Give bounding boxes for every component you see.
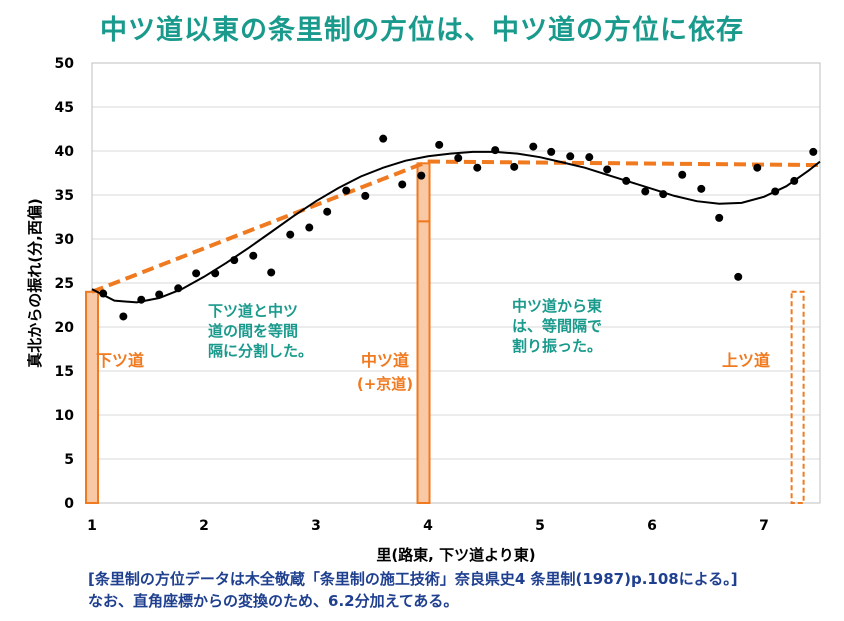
left-annotation-line: 下ツ道と中ツ [208,302,298,320]
data-point [417,171,426,180]
data-point [249,251,258,260]
data-point [119,312,128,321]
data-point [659,190,668,199]
y-tick-label: 5 [64,452,74,468]
y-tick-label: 20 [55,320,75,336]
x-axis-label: 里(路東, 下ツ道より東) [376,546,535,564]
data-point [809,147,818,156]
data-point [398,180,407,189]
data-point [192,269,201,278]
label-kyomichi: (+京道) [357,375,413,393]
right-annotation-line: 中ツ道から東 [512,297,602,315]
data-point [678,170,687,179]
source-note: [条里制の方位データは木全敬蔵「条里制の施工技術」奈良県史4 条里制(1987)… [88,570,738,588]
data-point [641,187,650,196]
data-point [99,289,108,298]
y-tick-label: 10 [55,408,75,424]
right-annotation-line: 割り振った。 [512,337,602,355]
y-tick-label: 35 [55,188,74,204]
data-point [267,268,276,277]
data-point [473,163,482,172]
data-point [379,134,388,143]
x-tick-label: 1 [87,518,97,534]
data-point [547,147,556,156]
grid-lines [92,62,820,504]
fit-curve [91,150,821,304]
data-points [99,134,818,321]
road-marker-dashed [790,290,805,504]
data-point [454,154,463,163]
data-point [603,165,612,174]
y-tick-label: 50 [55,56,75,72]
correction-note: なお、直角座標からの変換のため、6.2分加えてある。 [88,592,459,610]
x-tick-label: 4 [423,518,433,534]
x-tick-label: 3 [311,518,321,534]
data-point [323,207,332,216]
x-tick-label: 7 [759,518,769,534]
data-point [137,295,146,304]
data-point [174,284,183,293]
x-tick-label: 5 [535,518,545,534]
y-tick-label: 45 [55,100,74,116]
left-annotation: 下ツ道と中ツ 道の間を等間 隔に分割した。 [208,302,313,360]
data-point [155,290,164,299]
road-marker [416,220,431,504]
data-point [230,256,239,265]
data-point [361,191,370,200]
left-annotation-line: 隔に分割した。 [208,342,313,360]
x-tick-labels: 1 2 3 4 5 6 7 [87,518,769,534]
y-tick-labels: 0 5 10 15 20 25 30 35 40 45 50 [55,56,75,512]
data-point [286,230,295,239]
data-point [771,187,780,196]
road-marker [85,290,99,504]
dashed-trend-lines [91,159,821,294]
right-annotation: 中ツ道から東 は、等間隔で 割り振った。 [512,297,602,355]
dashed-trend-line [91,159,429,294]
data-point [753,163,762,172]
orange-markers [85,162,805,504]
y-tick-label: 15 [55,364,74,380]
label-kamitsumichi: 上ツ道 [722,351,770,370]
data-point [622,176,631,185]
label-shimotsumichi: 下ツ道 [96,351,144,370]
y-tick-label: 30 [55,232,75,248]
data-point [715,213,724,222]
y-axis-label: 真北からの振れ(分,西偏) [26,198,44,367]
data-point [790,176,799,185]
label-nakatsumichi: 中ツ道 [361,351,409,370]
y-tick-label: 0 [64,496,74,512]
x-tick-label: 2 [199,518,209,534]
data-point [435,140,444,149]
right-annotation-line: は、等間隔で [512,317,602,335]
y-tick-label: 40 [55,144,75,160]
x-tick-label: 6 [647,518,657,534]
data-point [342,186,351,195]
data-point [491,146,500,155]
data-point [734,272,743,281]
data-point [697,184,706,193]
data-point [529,142,538,151]
left-annotation-line: 道の間を等間 [208,322,298,340]
data-point [510,162,519,171]
data-point [585,153,594,162]
data-point [566,152,575,161]
data-point [211,269,220,278]
dashed-trend-line [427,159,821,168]
plot-area-border [91,62,821,504]
y-tick-label: 25 [55,276,74,292]
road-marker [416,162,431,223]
data-point [305,223,314,232]
chart-title: 中ツ道以東の条里制の方位は、中ツ道の方位に依存 [100,15,744,46]
